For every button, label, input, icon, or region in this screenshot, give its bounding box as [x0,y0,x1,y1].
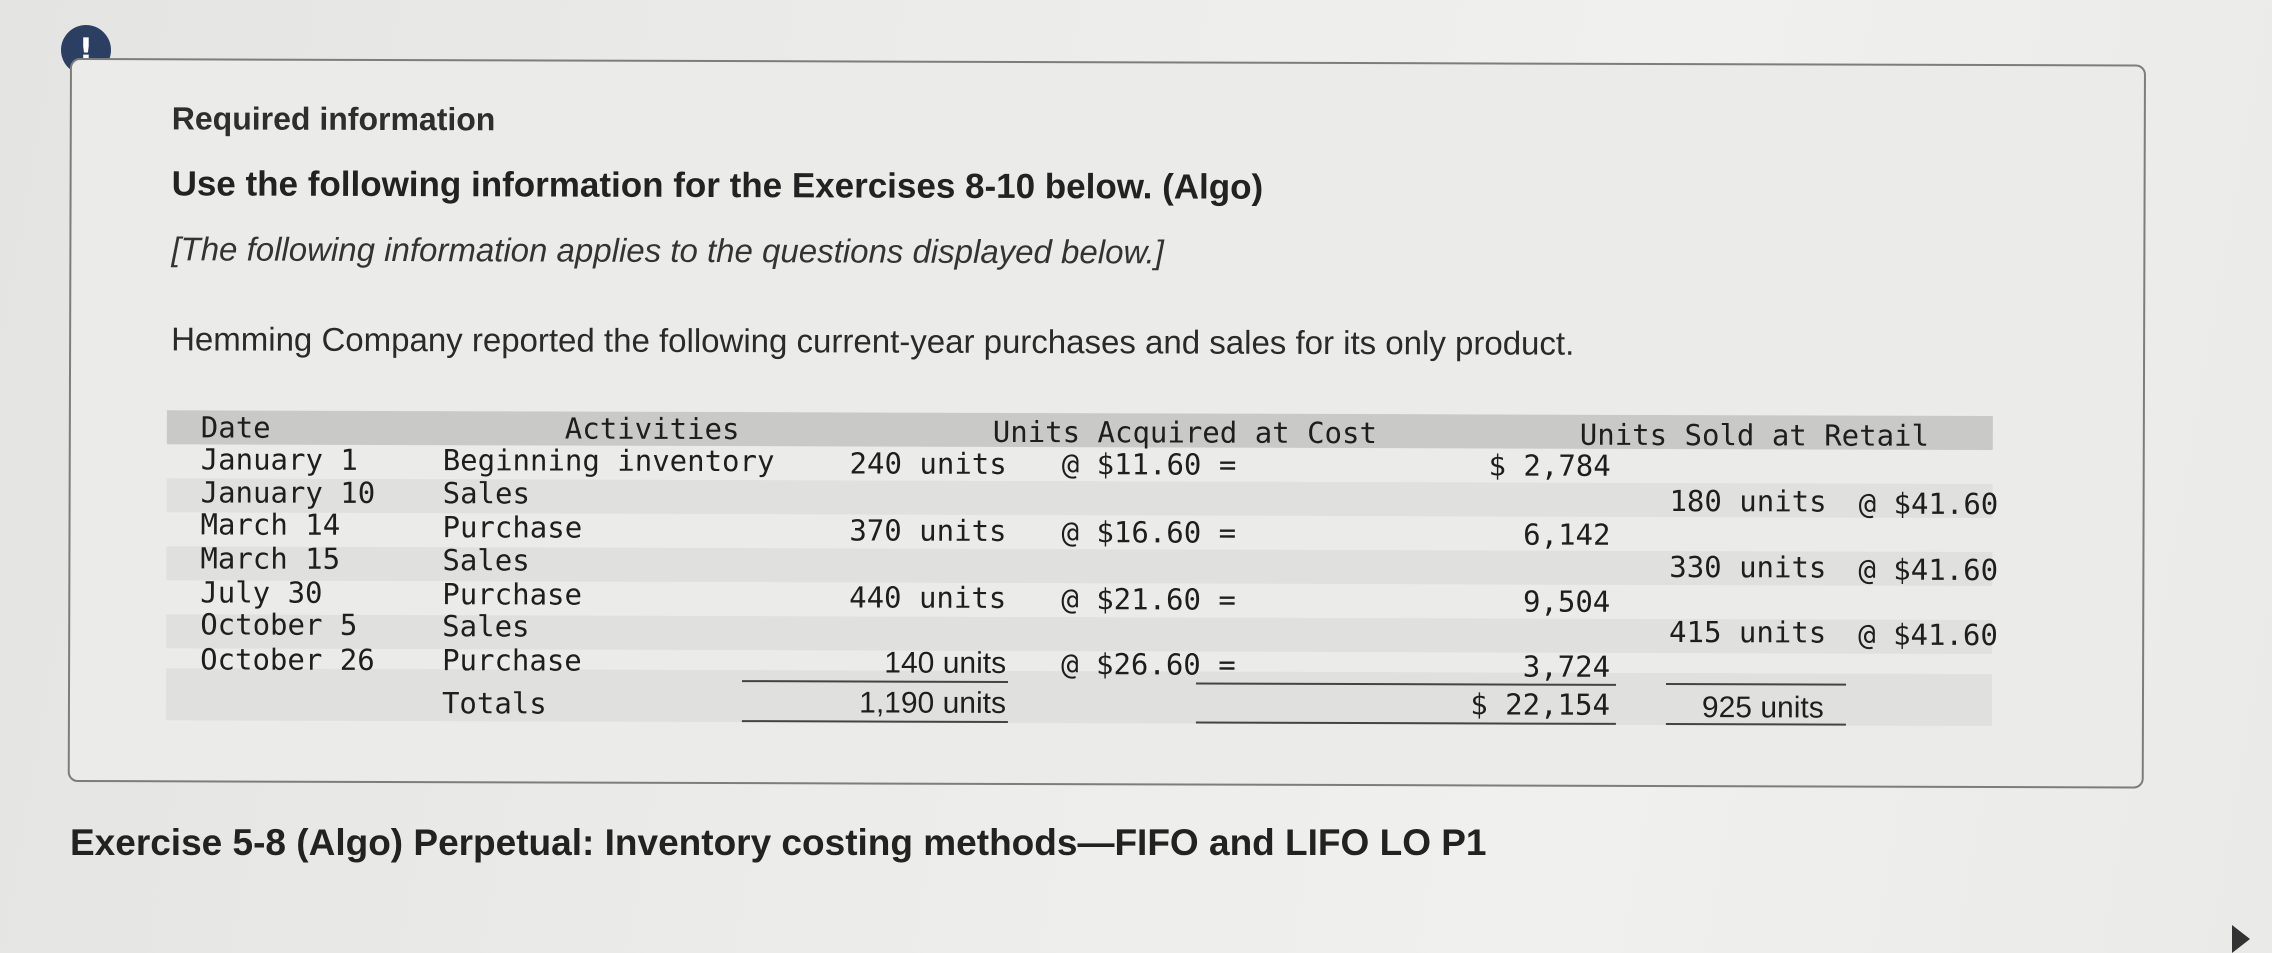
exercise-instructions: Use the following information for the Ex… [171,164,1264,207]
required-info-title: Required information [171,100,496,138]
header-activities: Activities [564,411,740,447]
totals-label: Totals [441,686,547,721]
totals-sold-units: 925 units [1701,691,1824,725]
row-total-cost: 6,142 [1523,517,1611,552]
row-date: January 10 [200,475,376,510]
row-activity: Beginning inventory [442,443,775,479]
row-activity: Purchase [442,577,583,612]
row-total-cost: $ 2,784 [1488,448,1611,483]
row-activity: Purchase [442,643,582,678]
required-information-panel: Required information Use the following i… [67,58,2146,789]
row-unit-cost: @ $21.60 = [1061,582,1236,617]
row-units: 440 units [849,580,1007,615]
row-unit-cost: @ $11.60 = [1061,447,1237,482]
cursor-arrow-icon [2232,925,2250,953]
row-date: October 5 [200,607,358,642]
totals-units: 1,190 units [859,686,1007,720]
row-date: March 14 [200,507,341,542]
header-date: Date [200,410,271,445]
row-units: 370 units [849,513,1007,548]
row-units: 240 units [849,446,1007,481]
row-activity: Sales [442,476,531,511]
row-activity: Sales [442,543,530,578]
row-unit-cost: @ $26.60 = [1061,647,1236,682]
exercise-title: Exercise 5-8 (Algo) Perpetual: Inventory… [70,822,1487,863]
row-total-cost: 9,504 [1522,584,1611,619]
row-retail-price: @ $41.60 [1858,617,1998,653]
row-date: January 1 [200,442,358,477]
intro-text: Hemming Company reported the following c… [171,320,1575,362]
row-retail-price: @ $41.60 [1858,552,1999,588]
row-date: October 26 [200,642,375,677]
row-date: July 30 [200,575,323,610]
row-retail-price: @ $41.60 [1858,486,1999,522]
info-note: [The following information applies to th… [171,230,1164,271]
row-sold-units: 415 units [1669,615,1827,650]
row-activity: Sales [442,609,530,644]
header-units-sold: Units Sold at Retail [1579,417,1930,453]
inventory-table: Date Activities Units Acquired at Cost U… [165,410,1998,727]
header-units-acquired: Units Acquired at Cost [992,414,1377,451]
row-activity: Purchase [442,510,583,545]
cost-total-line [1195,721,1616,725]
row-total-cost: 3,724 [1522,649,1611,684]
row-units: 140 units [884,646,1007,680]
row-sold-units: 180 units [1669,484,1827,519]
units-total-line [741,720,1008,723]
sold-total-line [1665,723,1846,726]
row-unit-cost: @ $16.60 = [1061,515,1237,550]
row-date: March 15 [200,541,341,576]
totals-cost: $ 22,154 [1470,687,1611,722]
row-sold-units: 330 units [1669,550,1827,585]
